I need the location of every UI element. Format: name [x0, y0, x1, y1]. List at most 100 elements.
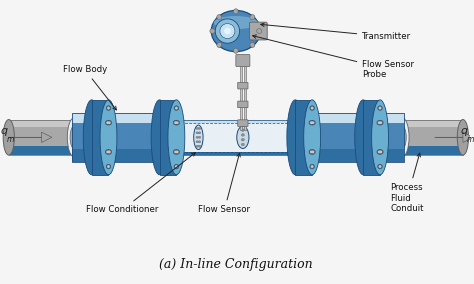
Ellipse shape: [250, 43, 255, 47]
Ellipse shape: [457, 120, 468, 155]
Ellipse shape: [298, 123, 310, 152]
Ellipse shape: [175, 150, 180, 154]
Ellipse shape: [198, 136, 201, 138]
Ellipse shape: [174, 164, 179, 169]
Ellipse shape: [174, 151, 177, 153]
Ellipse shape: [304, 100, 320, 175]
Polygon shape: [304, 113, 404, 123]
FancyBboxPatch shape: [238, 101, 248, 108]
Polygon shape: [295, 100, 312, 175]
Polygon shape: [168, 146, 304, 155]
Ellipse shape: [378, 151, 381, 153]
Polygon shape: [244, 65, 246, 130]
Ellipse shape: [217, 15, 222, 20]
Ellipse shape: [234, 9, 238, 14]
Polygon shape: [72, 123, 168, 149]
Polygon shape: [402, 127, 463, 146]
Polygon shape: [9, 146, 74, 155]
Ellipse shape: [287, 100, 304, 175]
Ellipse shape: [196, 136, 199, 138]
Ellipse shape: [69, 120, 80, 155]
Ellipse shape: [106, 121, 109, 124]
Text: Flow Body: Flow Body: [63, 65, 117, 110]
Ellipse shape: [107, 165, 110, 168]
Ellipse shape: [377, 150, 382, 154]
Ellipse shape: [198, 141, 201, 143]
Ellipse shape: [215, 19, 239, 43]
Ellipse shape: [151, 100, 168, 175]
Ellipse shape: [106, 151, 109, 153]
Ellipse shape: [174, 106, 179, 110]
Text: (a) In-line Configuration: (a) In-line Configuration: [159, 258, 313, 271]
Polygon shape: [91, 100, 109, 175]
Ellipse shape: [196, 145, 199, 147]
Ellipse shape: [107, 120, 112, 125]
Ellipse shape: [107, 150, 112, 154]
Ellipse shape: [224, 28, 231, 34]
Ellipse shape: [309, 150, 314, 154]
Ellipse shape: [379, 107, 382, 110]
Ellipse shape: [214, 16, 258, 29]
Ellipse shape: [194, 125, 203, 150]
Ellipse shape: [311, 165, 314, 168]
Text: Process
Fluid
Conduit: Process Fluid Conduit: [391, 153, 424, 213]
Text: Flow Sensor
Probe: Flow Sensor Probe: [253, 35, 414, 79]
Polygon shape: [9, 120, 74, 127]
Ellipse shape: [173, 150, 178, 154]
Ellipse shape: [311, 107, 314, 110]
Ellipse shape: [198, 132, 201, 134]
FancyBboxPatch shape: [236, 55, 250, 67]
Ellipse shape: [396, 120, 408, 155]
Ellipse shape: [377, 120, 382, 125]
Ellipse shape: [196, 132, 199, 134]
Ellipse shape: [106, 164, 111, 169]
Ellipse shape: [100, 100, 117, 175]
Ellipse shape: [168, 100, 185, 175]
Ellipse shape: [107, 107, 110, 110]
Ellipse shape: [311, 151, 314, 153]
Ellipse shape: [211, 11, 260, 52]
Ellipse shape: [210, 29, 215, 34]
FancyBboxPatch shape: [238, 82, 248, 89]
Polygon shape: [9, 127, 74, 146]
Ellipse shape: [378, 164, 383, 169]
Text: Transmitter: Transmitter: [261, 23, 411, 41]
Ellipse shape: [310, 120, 315, 125]
Text: $q$: $q$: [460, 126, 469, 138]
Polygon shape: [72, 113, 168, 123]
Ellipse shape: [217, 43, 222, 47]
Ellipse shape: [196, 141, 199, 143]
Polygon shape: [363, 100, 380, 175]
Ellipse shape: [105, 120, 110, 125]
Ellipse shape: [196, 127, 199, 130]
Ellipse shape: [176, 151, 179, 153]
Ellipse shape: [173, 120, 178, 125]
Ellipse shape: [395, 118, 409, 157]
Ellipse shape: [108, 121, 111, 124]
Text: $q$: $q$: [0, 126, 9, 138]
Ellipse shape: [378, 106, 383, 110]
Ellipse shape: [380, 121, 382, 124]
Ellipse shape: [310, 150, 315, 154]
Ellipse shape: [241, 129, 245, 131]
Polygon shape: [304, 149, 404, 162]
Ellipse shape: [175, 107, 178, 110]
Polygon shape: [168, 123, 304, 152]
Text: Flow Conditioner: Flow Conditioner: [86, 153, 195, 214]
Ellipse shape: [175, 120, 180, 125]
Ellipse shape: [380, 151, 382, 153]
Text: Flow Sensor: Flow Sensor: [199, 153, 250, 214]
Ellipse shape: [237, 126, 249, 149]
Text: $m$: $m$: [466, 135, 474, 144]
Ellipse shape: [241, 138, 245, 141]
Ellipse shape: [310, 106, 314, 110]
Ellipse shape: [175, 165, 178, 168]
FancyArrow shape: [9, 132, 52, 143]
Ellipse shape: [234, 48, 238, 53]
Text: $m$: $m$: [6, 135, 15, 144]
Ellipse shape: [106, 106, 111, 110]
FancyBboxPatch shape: [249, 22, 267, 40]
Ellipse shape: [83, 100, 100, 175]
Ellipse shape: [257, 29, 262, 34]
Polygon shape: [402, 120, 463, 127]
